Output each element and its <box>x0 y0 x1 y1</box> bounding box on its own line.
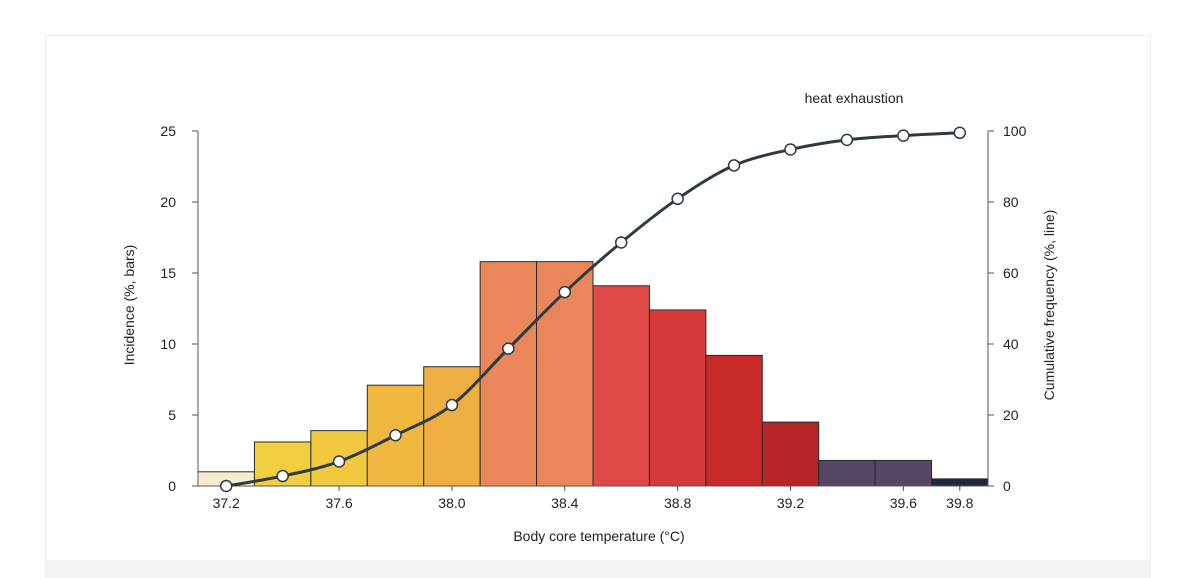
y-right-tick-label: 60 <box>1003 265 1019 281</box>
bar-9 <box>705 354 763 487</box>
y-right-tick-label: 0 <box>1003 478 1011 494</box>
y-left-tick-label: 10 <box>160 336 176 352</box>
cumulative-point <box>784 143 797 156</box>
cumulative-point <box>558 285 572 299</box>
ticks-layer: 37.2 37.6 38.0 38.4 38.8 39.2 39.6 39.8 0 5 10 15 20… <box>160 123 1026 511</box>
footer-band <box>45 560 1151 578</box>
cumulative-point <box>727 159 741 172</box>
y-left-tick-label: 15 <box>160 265 176 281</box>
bar-13 <box>931 478 989 487</box>
cumulative-point <box>840 133 854 147</box>
bar-7 <box>592 285 650 487</box>
cumulative-point <box>897 129 910 142</box>
cumulative-point <box>502 342 515 355</box>
bars-layer <box>197 261 989 487</box>
cumulative-point <box>614 236 628 249</box>
bar-5 <box>479 261 538 487</box>
cumulative-point <box>445 398 459 412</box>
line-layer <box>219 126 967 493</box>
y-right-tick-label: 40 <box>1003 336 1019 352</box>
y-right-axis-title: Cumulative frequency (%, line) <box>1041 210 1057 401</box>
x-tick-label: 38.4 <box>551 495 578 511</box>
x-tick-label: 39.8 <box>946 495 973 511</box>
cumulative-point <box>276 469 289 483</box>
y-right-tick-label: 20 <box>1003 407 1019 423</box>
y-right-tick-label: 80 <box>1003 194 1019 210</box>
bar-6 <box>536 261 594 487</box>
bar-11 <box>818 459 876 487</box>
y-left-tick-label: 5 <box>168 407 176 423</box>
cumulative-point <box>953 126 967 140</box>
x-axis-title: Body core temperature (°C) <box>513 528 684 544</box>
y-left-tick-label: 0 <box>168 478 176 494</box>
cumulative-point <box>671 192 684 206</box>
cumulative-point <box>332 455 346 468</box>
bar-10 <box>761 421 820 487</box>
cumulative-point <box>219 479 233 493</box>
bar-8 <box>648 309 707 487</box>
cumulative-point <box>389 428 402 442</box>
axes-layer <box>197 131 989 487</box>
y-right-tick-label: 100 <box>1003 123 1027 139</box>
heat-exhaustion-annotation: heat exhaustion <box>805 90 904 106</box>
x-tick-label: 39.6 <box>890 495 917 511</box>
cumulative-line <box>225 131 960 488</box>
y-left-tick-label: 20 <box>160 194 176 210</box>
x-tick-label: 39.2 <box>777 495 804 511</box>
y-left-tick-label: 25 <box>160 123 176 139</box>
bar-4 <box>423 366 481 487</box>
x-tick-label: 38.0 <box>438 495 465 511</box>
x-tick-label: 37.2 <box>213 495 240 511</box>
x-tick-label: 38.8 <box>664 495 691 511</box>
bar-12 <box>874 459 933 487</box>
x-tick-label: 37.6 <box>325 495 352 511</box>
y-left-axis-title: Incidence (%, bars) <box>121 245 137 366</box>
